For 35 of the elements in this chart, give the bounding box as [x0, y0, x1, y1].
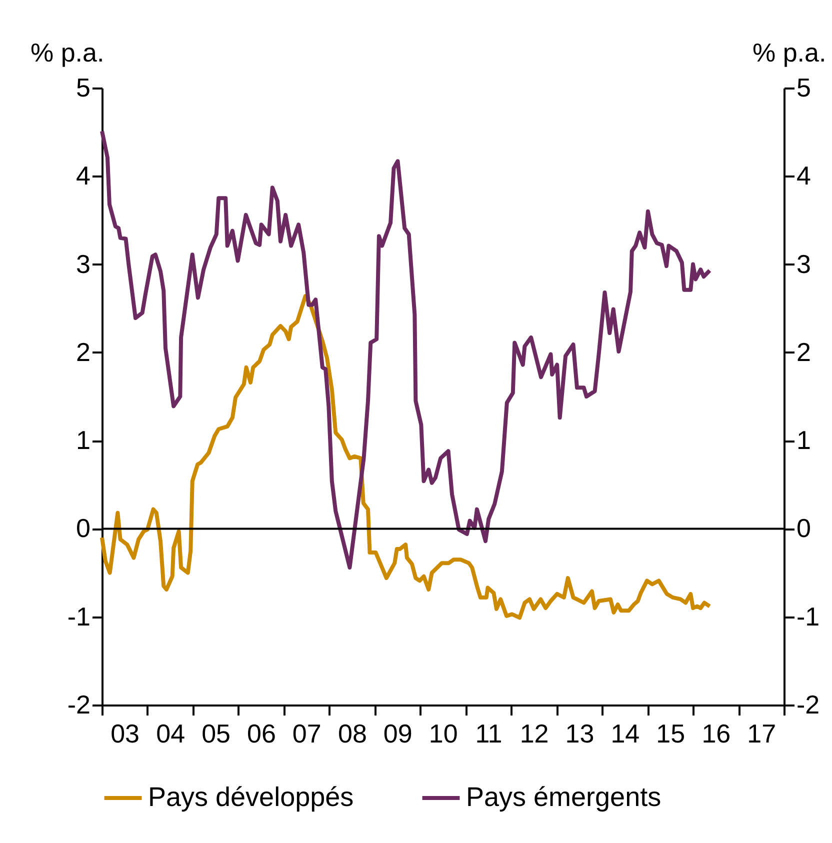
x-tick-label: 17: [747, 718, 776, 748]
y-tick-label: 1: [76, 425, 90, 456]
y2-tick-label: 1: [796, 425, 811, 456]
x-tick-label: 12: [520, 718, 549, 748]
x-tick-label: 14: [610, 718, 640, 748]
x-tick-label: 13: [565, 718, 594, 748]
x-tick-label: 07: [292, 718, 322, 748]
y-tick-label: -1: [67, 601, 90, 632]
x-tick-label: 08: [338, 718, 367, 748]
y-tick-label: 5: [76, 72, 90, 102]
y-tick-label: 3: [76, 248, 90, 279]
y2-tick-label: 5: [796, 72, 811, 102]
y-tick-label: 4: [76, 160, 90, 191]
x-tick-label: 03: [110, 718, 140, 748]
y2-tick-label: -2: [796, 690, 820, 720]
y2-tick-label: -1: [796, 601, 820, 632]
y-tick-label: -2: [67, 690, 90, 720]
y2-tick-label: 3: [796, 248, 811, 279]
y2-tick-label: 0: [796, 513, 811, 544]
x-tick-label: 09: [383, 718, 412, 748]
x-tick-label: 16: [702, 718, 731, 748]
x-tick-label: 04: [156, 718, 186, 748]
x-tick-label: 10: [428, 718, 458, 748]
legend-label: Pays émergents: [466, 782, 662, 812]
y2-tick-label: 2: [796, 336, 811, 367]
y2-tick-label: 4: [796, 160, 811, 191]
legend-label: Pays développés: [148, 782, 354, 812]
x-tick-label: 15: [656, 718, 686, 748]
x-tick-label: 11: [475, 718, 502, 748]
y-axis-title: % p.a.: [30, 38, 104, 68]
y-tick-label: 2: [76, 336, 90, 367]
x-tick-label: 05: [202, 718, 230, 748]
y-tick-label: 0: [76, 513, 90, 544]
y2-axis-title: % p.a.: [752, 38, 826, 68]
x-tick-label: 06: [246, 718, 276, 748]
